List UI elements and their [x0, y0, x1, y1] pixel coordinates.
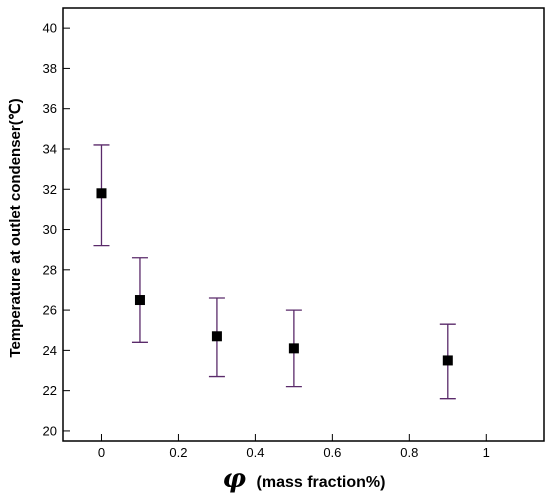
data-point-marker — [96, 188, 107, 199]
x-tick-label: 0.6 — [323, 445, 341, 460]
x-tick-label: 0.2 — [169, 445, 187, 460]
y-tick-label: 30 — [43, 222, 57, 237]
data-points — [96, 188, 453, 366]
y-tick-label: 32 — [43, 182, 57, 197]
x-axis-title: φ (mass fraction%) — [223, 464, 386, 494]
y-tick-label: 28 — [43, 262, 57, 277]
y-tick-label: 20 — [43, 423, 57, 438]
plot-frame — [62, 7, 545, 442]
x-tick-label: 0 — [98, 445, 105, 460]
x-tick-label: 0.8 — [400, 445, 418, 460]
x-tick-label: 1 — [483, 445, 490, 460]
y-tick-label: 34 — [43, 141, 57, 156]
data-point-marker — [211, 331, 222, 342]
x-tick-label: 0.4 — [246, 445, 264, 460]
y-tick-label: 26 — [43, 303, 57, 318]
y-axis-ticks: 20 22 24 26 28 30 32 34 36 38 40 — [43, 21, 70, 438]
data-point-marker — [442, 355, 453, 366]
y-axis-title: Temperature at outlet condenser(℃) — [7, 98, 24, 357]
y-tick-label: 38 — [43, 61, 57, 76]
y-tick-label: 24 — [43, 343, 57, 358]
x-axis-title-text: (mass fraction%) — [257, 474, 386, 491]
y-tick-label: 40 — [43, 21, 57, 36]
x-axis-ticks: 0 0.2 0.4 0.6 0.8 1 — [98, 434, 490, 460]
y-tick-label: 36 — [43, 101, 57, 116]
error-bars — [93, 144, 456, 400]
data-point-marker — [288, 343, 299, 354]
x-axis-title-symbol: φ — [223, 464, 247, 494]
data-point-marker — [134, 295, 145, 306]
y-tick-label: 22 — [43, 383, 57, 398]
